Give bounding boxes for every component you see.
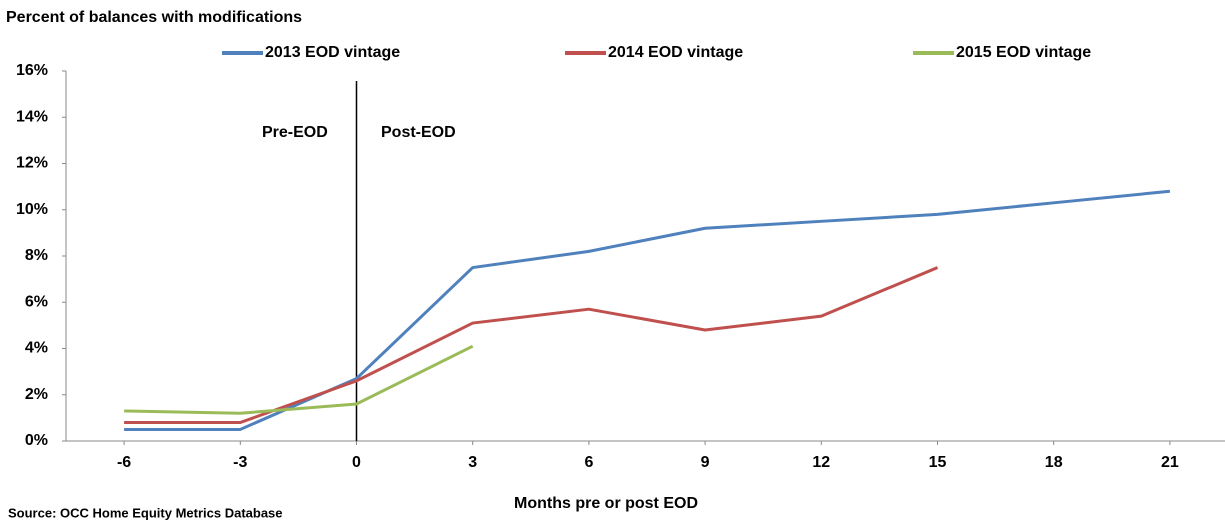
annotation: Pre-EOD: [262, 124, 328, 141]
legend-label: 2014 EOD vintage: [608, 44, 743, 61]
y-tick-label: 8%: [25, 247, 48, 264]
y-tick-label: 2%: [25, 386, 48, 403]
x-tick-label: 12: [812, 454, 830, 471]
x-tick-label: 3: [468, 454, 477, 471]
y-tick-label: 14%: [16, 108, 48, 125]
y-tick-label: 16%: [16, 62, 48, 79]
y-tick-label: 4%: [25, 340, 48, 357]
chart-title: Percent of balances with modifications: [6, 9, 302, 26]
x-tick-label: -6: [117, 454, 131, 471]
x-tick-label: 15: [929, 454, 947, 471]
x-axis-label: Months pre or post EOD: [514, 495, 698, 512]
x-tick-label: 9: [701, 454, 710, 471]
x-tick-label: -3: [233, 454, 247, 471]
x-tick-label: 6: [584, 454, 593, 471]
series-line: [124, 189, 1171, 431]
y-tick-label: 12%: [16, 155, 48, 172]
series-line: [124, 266, 939, 424]
x-tick-label: 0: [352, 454, 361, 471]
y-tick-label: 10%: [16, 201, 48, 218]
x-tick-label: 18: [1045, 454, 1063, 471]
series-line: [124, 344, 474, 415]
legend-label: 2015 EOD vintage: [956, 44, 1091, 61]
y-tick-label: 6%: [25, 293, 48, 310]
annotation: Post-EOD: [381, 124, 456, 141]
x-tick-label: 21: [1161, 454, 1179, 471]
y-tick-label: 0%: [25, 432, 48, 449]
legend-label: 2013 EOD vintage: [265, 44, 400, 61]
source: Source: OCC Home Equity Metrics Database: [8, 505, 283, 520]
